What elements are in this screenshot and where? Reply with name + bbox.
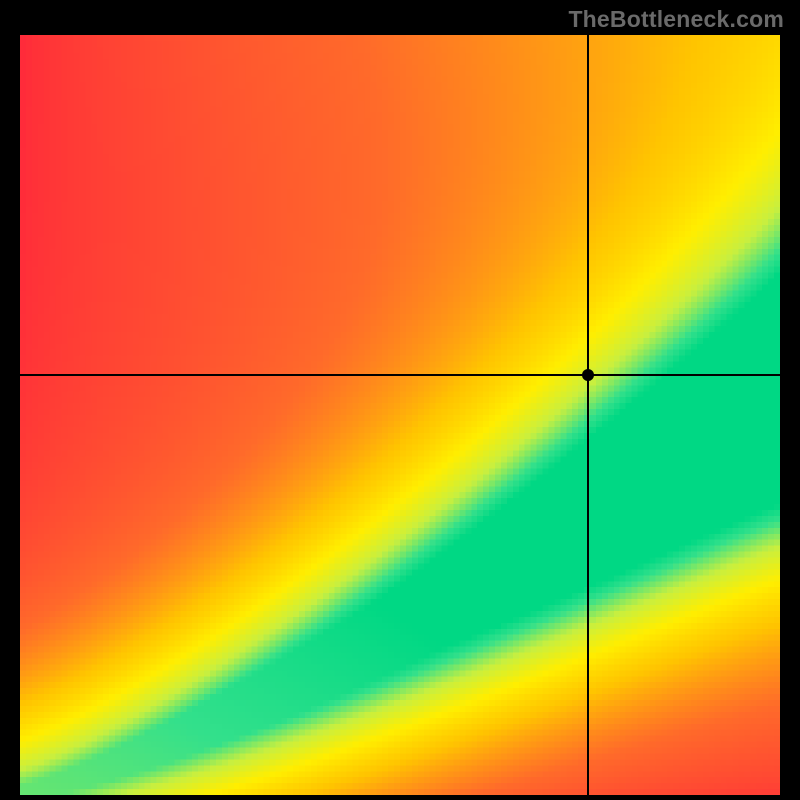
crosshair-vertical [587,35,589,795]
bottleneck-heatmap-plot [20,35,780,795]
heatmap-canvas [20,35,780,795]
attribution-text: TheBottleneck.com [568,6,784,33]
operating-point-marker[interactable] [582,369,594,381]
crosshair-horizontal [20,374,780,376]
